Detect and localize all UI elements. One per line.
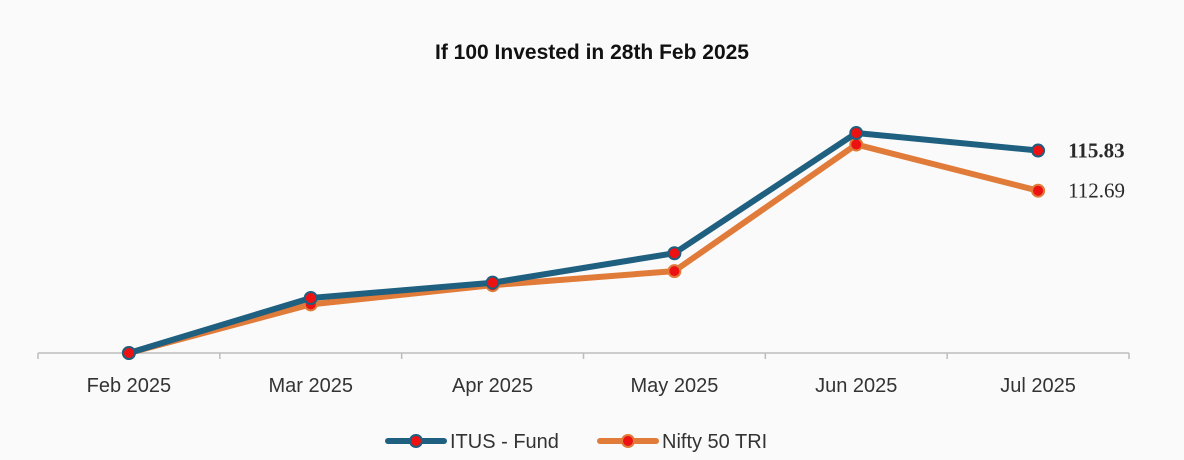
x-tick-label: Jun 2025 (815, 375, 897, 397)
data-point (849, 126, 864, 141)
x-axis: Feb 2025 Mar 2025 Apr 2025 May 2025 Jun 2025… (37, 352, 1130, 397)
legend-swatch-marker (621, 434, 635, 448)
data-point (485, 275, 500, 290)
data-point (1031, 183, 1046, 198)
x-tick-label: Feb 2025 (87, 375, 172, 397)
plot-area (121, 126, 1046, 360)
x-tick-label: Apr 2025 (452, 375, 533, 397)
legend: ITUS - Fund Nifty 50 TRI (385, 431, 767, 453)
data-label: 115.83 (1068, 139, 1125, 163)
x-tick-label: Jul 2025 (1000, 375, 1076, 397)
legend-label: ITUS - Fund (450, 431, 559, 453)
series-line (125, 130, 1042, 356)
legend-label: Nifty 50 TRI (662, 431, 767, 453)
chart-title: If 100 Invested in 28th Feb 2025 (435, 41, 749, 64)
end-labels: 115.83 112.69 (1068, 139, 1125, 203)
legend-item: ITUS - Fund (385, 431, 559, 453)
x-tick-label: May 2025 (630, 375, 718, 397)
data-label: 112.69 (1068, 179, 1125, 203)
data-point (667, 264, 682, 279)
data-point (121, 346, 136, 360)
data-point (1031, 143, 1046, 158)
data-point (667, 246, 682, 261)
series-line (125, 141, 1042, 356)
legend-swatch-marker (409, 434, 423, 448)
data-point (303, 291, 318, 306)
data-point (849, 137, 864, 152)
legend-item: Nifty 50 TRI (597, 431, 767, 453)
x-tick-label: Mar 2025 (269, 375, 354, 397)
